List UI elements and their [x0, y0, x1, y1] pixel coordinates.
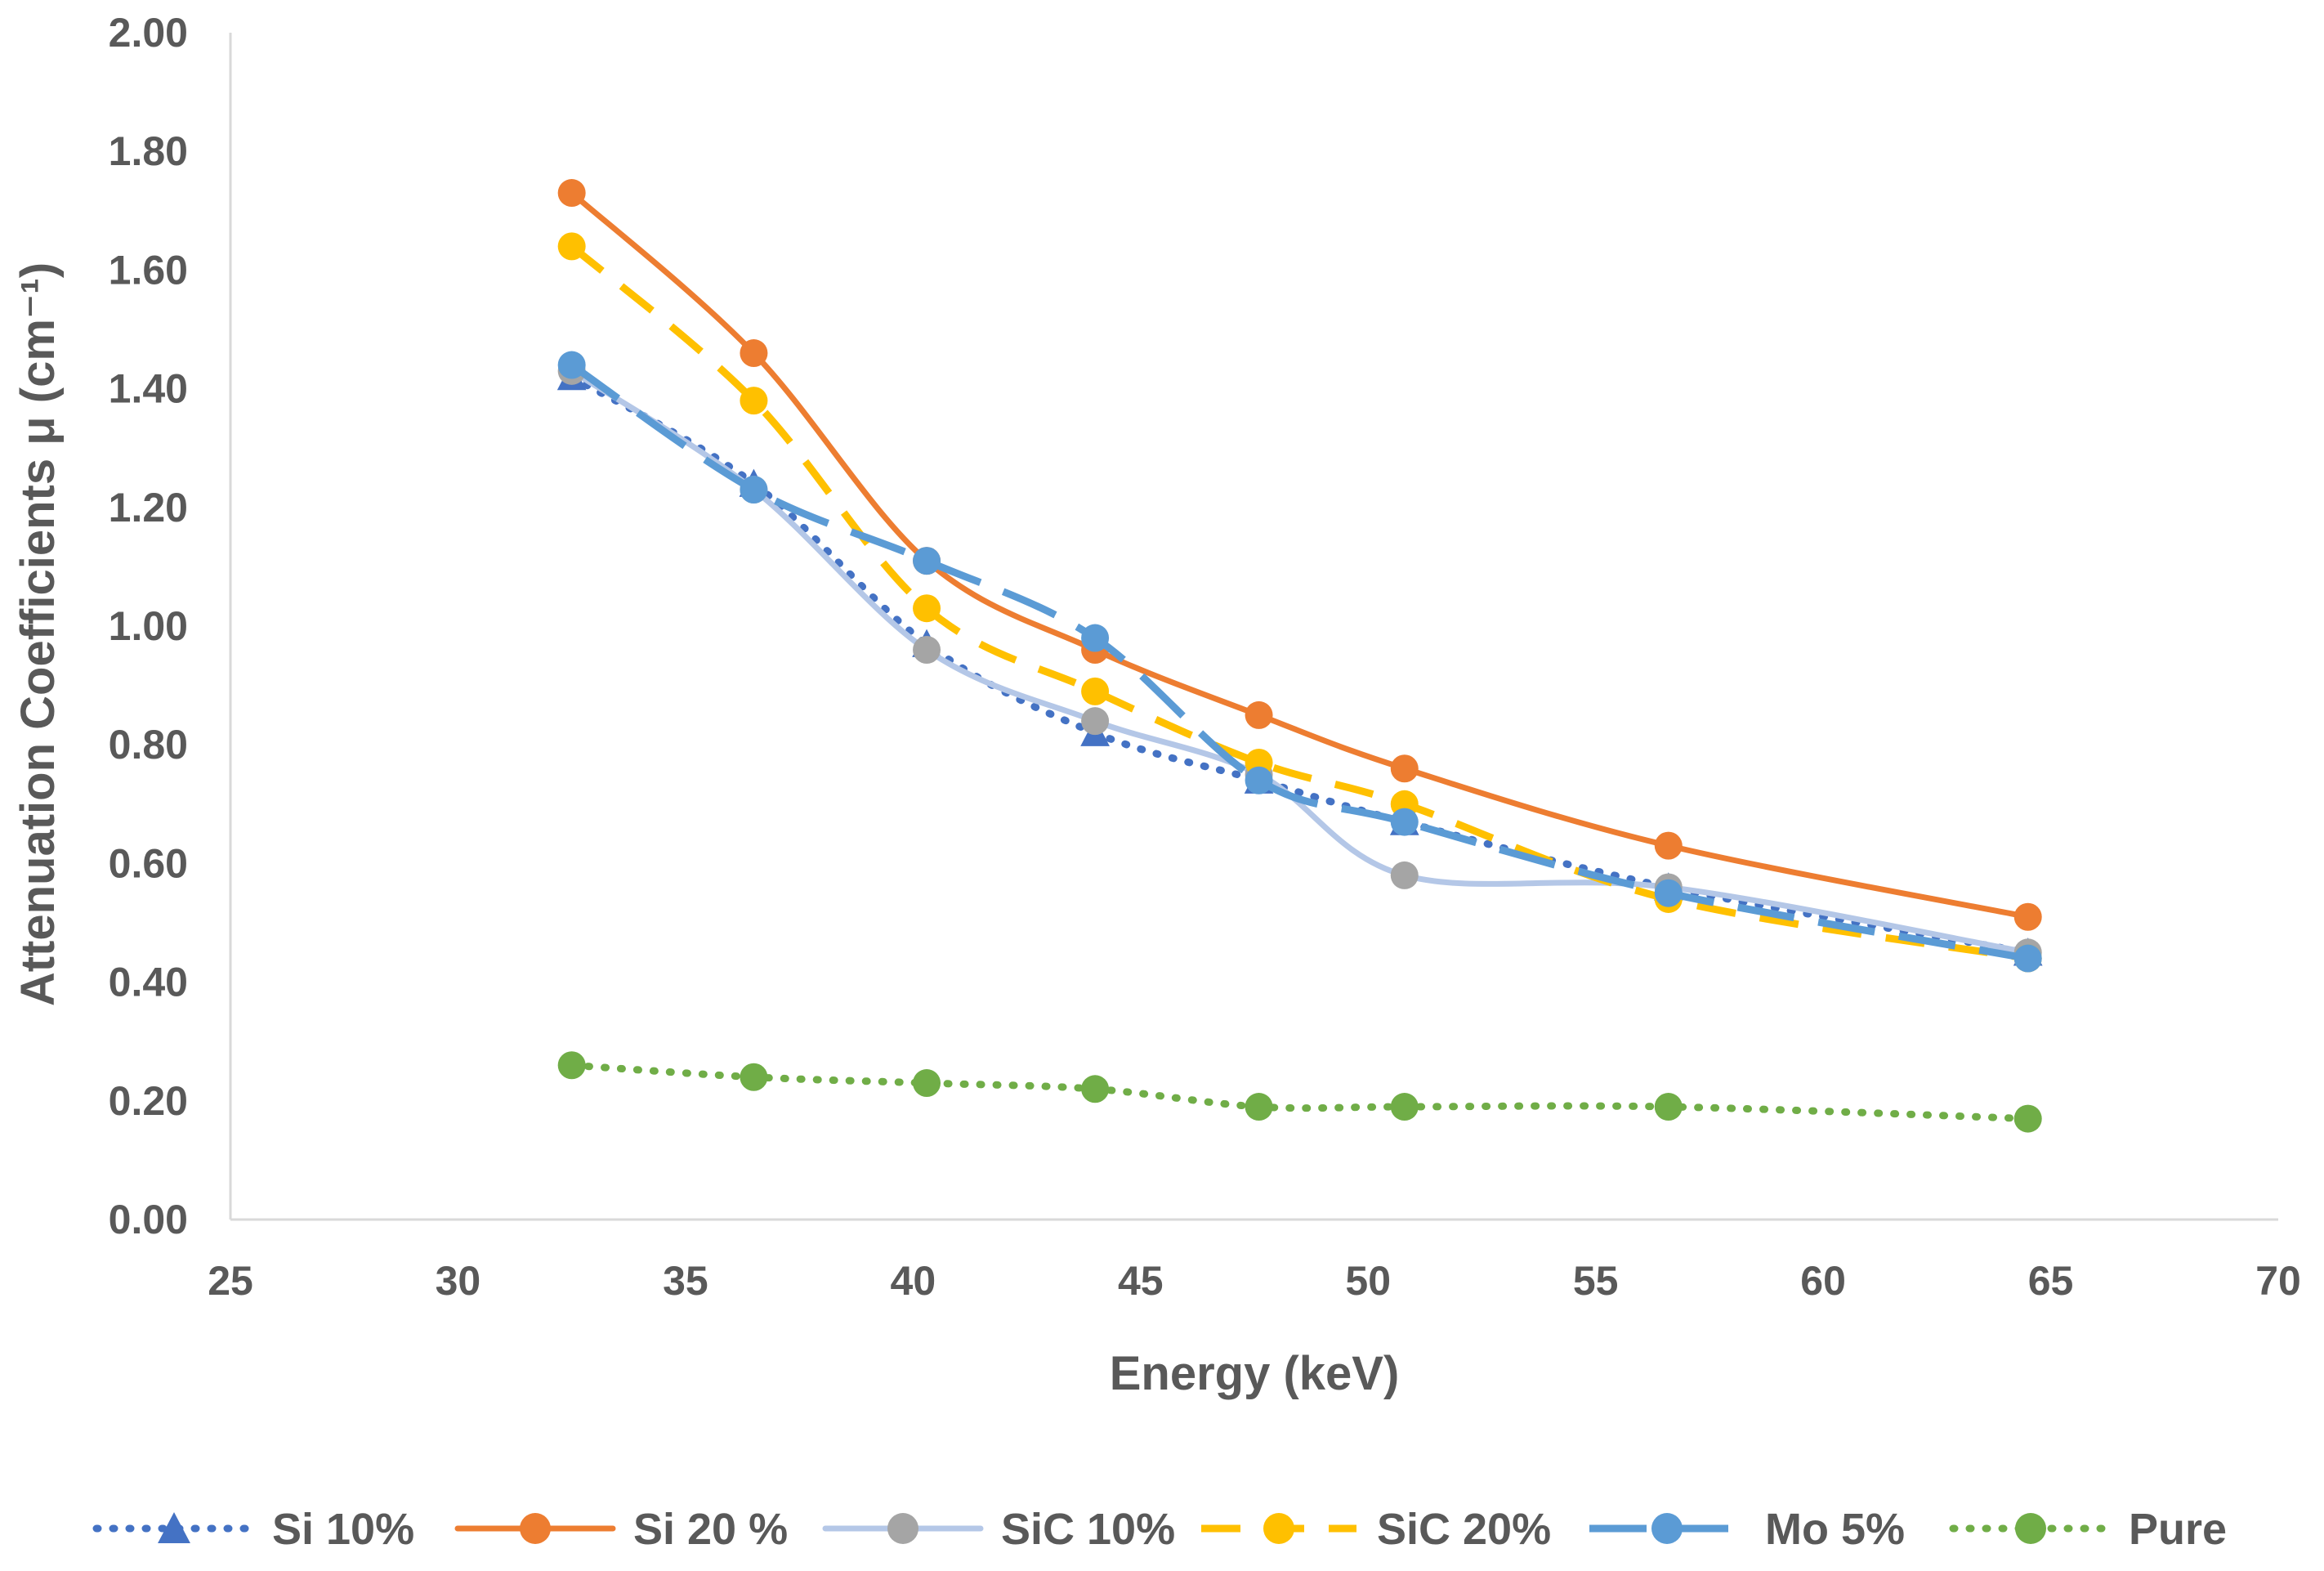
data-point	[1390, 861, 1419, 889]
data-point	[1245, 700, 1273, 729]
data-point	[1245, 1093, 1273, 1121]
legend-item: Pure	[1949, 1505, 2227, 1554]
y-tick-label: 1.20	[109, 485, 188, 530]
x-tick-label: 55	[1573, 1258, 1619, 1304]
data-point	[740, 339, 768, 368]
series-line	[568, 1061, 2032, 1123]
legend-marker	[2015, 1513, 2046, 1544]
data-point	[1654, 1093, 1683, 1121]
x-tick-label: 45	[1118, 1258, 1164, 1304]
series-sic-20-	[557, 232, 2042, 973]
x-tick-label: 40	[891, 1258, 936, 1304]
y-tick-label: 2.00	[109, 10, 188, 56]
y-tick-label: 0.20	[109, 1078, 188, 1124]
x-tick-label: 30	[436, 1258, 481, 1304]
axes: 0.00 0.20 0.40 0.60 0.80 1.00 1.20 1.40 1.60 1.80…	[109, 10, 2301, 1304]
data-point	[740, 476, 768, 504]
data-point	[1390, 754, 1419, 783]
series-line	[569, 243, 2029, 963]
series-layer	[556, 179, 2043, 1133]
y-tick-label: 0.80	[109, 722, 188, 768]
legend-marker	[520, 1513, 551, 1544]
data-point	[2013, 944, 2042, 973]
data-point	[1654, 831, 1683, 860]
data-point	[740, 1063, 768, 1091]
data-point	[913, 594, 941, 623]
legend-marker	[887, 1513, 918, 1544]
x-tick-label: 50	[1345, 1258, 1391, 1304]
data-point	[1654, 879, 1683, 907]
data-point	[2013, 902, 2042, 931]
data-point	[1081, 1075, 1110, 1103]
series-si-20-	[557, 179, 2042, 931]
data-point	[1081, 677, 1110, 705]
y-tick-label: 1.60	[109, 247, 188, 293]
y-tick-label: 0.00	[109, 1197, 188, 1242]
data-point	[1390, 1093, 1419, 1121]
legend: Si 10% Si 20 % SiC 10% SiC 20% Mo 5% Pure	[92, 1505, 2227, 1554]
data-point	[913, 1069, 941, 1098]
legend-label: Si 20 %	[633, 1505, 788, 1554]
data-point	[557, 1051, 586, 1080]
series-line	[569, 368, 2031, 956]
data-point	[913, 547, 941, 575]
y-tick-label: 0.60	[109, 840, 188, 886]
legend-marker	[1651, 1513, 1683, 1544]
x-axis-title: Energy (keV)	[1110, 1347, 1400, 1400]
data-point	[557, 351, 586, 379]
data-point	[913, 636, 941, 665]
legend-label: Pure	[2129, 1505, 2227, 1554]
data-point	[557, 179, 586, 208]
x-tick-label: 65	[2028, 1258, 2074, 1304]
legend-marker	[158, 1511, 190, 1544]
legend-label: SiC 10%	[1001, 1505, 1175, 1554]
y-axis-title: Attenuation Coefficients μ (cm⁻¹)	[11, 262, 65, 1006]
legend-item: Si 10%	[92, 1505, 414, 1554]
data-point	[1081, 624, 1110, 652]
data-point	[1245, 766, 1273, 794]
x-tick-label: 60	[1800, 1258, 1846, 1304]
x-tick-label: 35	[663, 1258, 708, 1304]
data-point	[2013, 1104, 2042, 1133]
legend-marker	[1263, 1513, 1294, 1544]
legend-item: SiC 20%	[1201, 1505, 1551, 1554]
data-point	[1390, 808, 1419, 836]
x-tick-label: 25	[208, 1258, 253, 1304]
legend-item: Si 20 %	[454, 1505, 788, 1554]
data-point	[740, 387, 768, 415]
data-point	[557, 232, 586, 261]
legend-label: SiC 20%	[1377, 1505, 1551, 1554]
y-tick-label: 1.00	[109, 603, 188, 649]
series-line	[569, 190, 2031, 920]
legend-label: Si 10%	[272, 1505, 414, 1554]
series-line	[570, 361, 2029, 962]
series-mo-5-	[557, 351, 2042, 973]
x-tick-label: 70	[2255, 1258, 2301, 1304]
legend-item: Mo 5%	[1589, 1505, 1905, 1554]
legend-label: Mo 5%	[1765, 1505, 1905, 1554]
y-tick-label: 0.40	[109, 960, 188, 1005]
series-line	[568, 373, 2032, 956]
series-pure	[557, 1051, 2042, 1133]
data-point	[1081, 707, 1110, 736]
y-tick-label: 1.40	[109, 366, 188, 412]
legend-item: SiC 10%	[822, 1505, 1175, 1554]
y-tick-label: 1.80	[109, 128, 188, 174]
